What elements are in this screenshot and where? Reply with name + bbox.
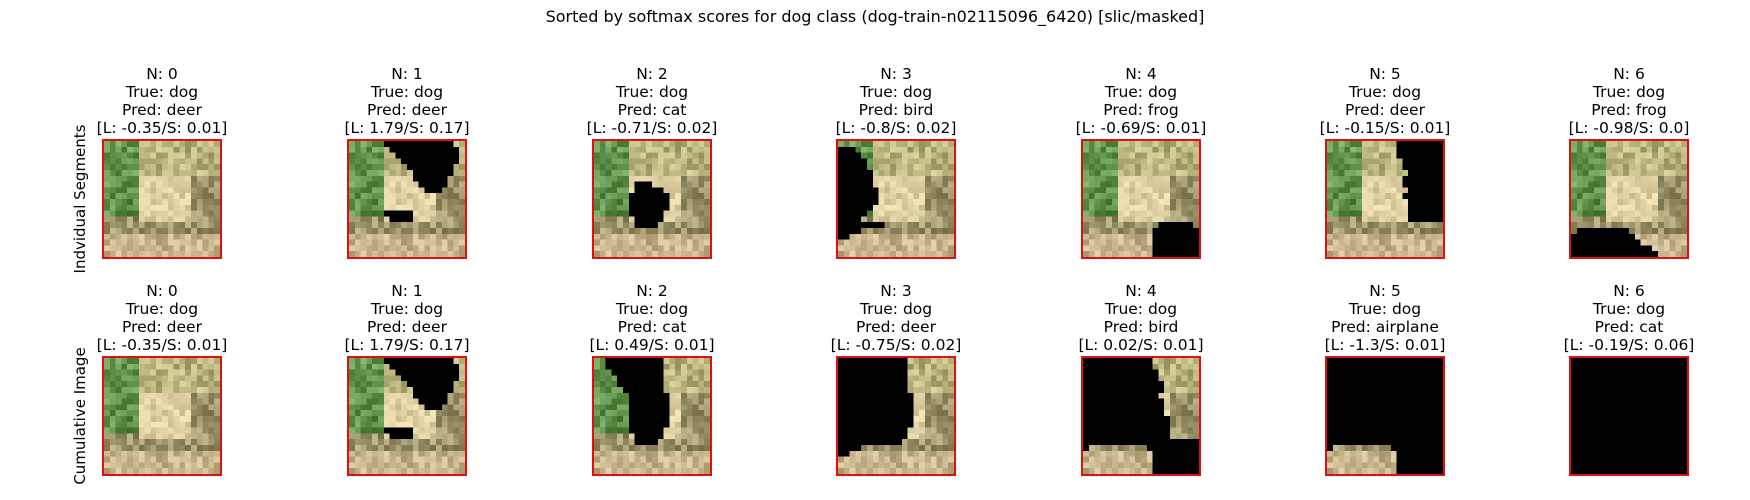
- tile-pred: Pred: deer: [1320, 101, 1451, 119]
- tile-score: [L: -0.98/S: 0.0]: [1569, 119, 1690, 137]
- tile-caption: N: 2 True: dog Pred: cat [L: -0.71/S: 0.02]: [532, 63, 772, 137]
- tile-n: N: 2: [589, 282, 714, 300]
- segment-image: [592, 139, 712, 259]
- tile-true-label: True: dog: [831, 300, 962, 318]
- tile-score: [L: -0.19/S: 0.06]: [1564, 336, 1695, 354]
- segment-image: [347, 356, 467, 476]
- tile-true-label: True: dog: [1076, 83, 1207, 101]
- tile-caption: N: 5 True: dog Pred: airplane [L: -1.3/S: 0…: [1265, 280, 1505, 354]
- segment-image: [1569, 356, 1689, 476]
- segment-image: [1325, 356, 1445, 476]
- tile-score: [L: -0.35/S: 0.01]: [97, 336, 228, 354]
- tile-caption: N: 3 True: dog Pred: bird [L: -0.8/S: 0.02]: [776, 63, 1016, 137]
- tile-score: [L: 1.79/S: 0.17]: [344, 336, 469, 354]
- tile-caption: N: 4 True: dog Pred: bird [L: 0.02/S: 0.01]: [1021, 280, 1261, 354]
- tile-score: [L: -0.71/S: 0.02]: [587, 119, 718, 137]
- tile-true-label: True: dog: [344, 300, 469, 318]
- tile-score: [L: -0.75/S: 0.02]: [831, 336, 962, 354]
- tile-score: [L: -0.8/S: 0.02]: [836, 119, 957, 137]
- tile-true-label: True: dog: [1320, 83, 1451, 101]
- tile-score: [L: 0.02/S: 0.01]: [1078, 336, 1203, 354]
- tile-pred: Pred: cat: [1564, 318, 1695, 336]
- tile-n: N: 0: [97, 282, 228, 300]
- tile-n: N: 6: [1569, 65, 1690, 83]
- tile-pred: Pred: deer: [97, 101, 228, 119]
- tile-true-label: True: dog: [97, 83, 228, 101]
- tile-true-label: True: dog: [1078, 300, 1203, 318]
- tile-score: [L: 1.79/S: 0.17]: [344, 119, 469, 137]
- tile-n: N: 1: [344, 65, 469, 83]
- segment-image: [592, 356, 712, 476]
- tile-true-label: True: dog: [97, 300, 228, 318]
- segment-image: [1081, 139, 1201, 259]
- tile-n: N: 5: [1320, 65, 1451, 83]
- tile-true-label: True: dog: [836, 83, 957, 101]
- tile-caption: N: 4 True: dog Pred: frog [L: -0.69/S: 0.01…: [1021, 63, 1261, 137]
- segment-image: [836, 356, 956, 476]
- tile-pred: Pred: frog: [1076, 101, 1207, 119]
- tile-caption: N: 0 True: dog Pred: deer [L: -0.35/S: 0.01…: [42, 63, 282, 137]
- tile-caption: N: 0 True: dog Pred: deer [L: -0.35/S: 0.01…: [42, 280, 282, 354]
- tile-pred: Pred: bird: [1078, 318, 1203, 336]
- tile-pred: Pred: deer: [344, 318, 469, 336]
- tile-caption: N: 1 True: dog Pred: deer [L: 1.79/S: 0.17]: [287, 63, 527, 137]
- tile-pred: Pred: bird: [836, 101, 957, 119]
- tile-n: N: 1: [344, 282, 469, 300]
- tile-caption: N: 2 True: dog Pred: cat [L: 0.49/S: 0.01]: [532, 280, 772, 354]
- tile-pred: Pred: cat: [587, 101, 718, 119]
- tile-caption: N: 3 True: dog Pred: deer [L: -0.75/S: 0.02…: [776, 280, 1016, 354]
- tile-caption: N: 1 True: dog Pred: deer [L: 1.79/S: 0.17]: [287, 280, 527, 354]
- tile-score: [L: -0.69/S: 0.01]: [1076, 119, 1207, 137]
- tile-n: N: 3: [831, 282, 962, 300]
- segment-image: [1569, 139, 1689, 259]
- tile-pred: Pred: deer: [344, 101, 469, 119]
- tile-true-label: True: dog: [587, 83, 718, 101]
- tile-n: N: 6: [1564, 282, 1695, 300]
- tile-pred: Pred: cat: [589, 318, 714, 336]
- tile-true-label: True: dog: [1325, 300, 1446, 318]
- tile-n: N: 2: [587, 65, 718, 83]
- segment-image: [1325, 139, 1445, 259]
- tile-pred: Pred: deer: [97, 318, 228, 336]
- segment-image: [1081, 356, 1201, 476]
- tile-score: [L: -0.15/S: 0.01]: [1320, 119, 1451, 137]
- tile-pred: Pred: deer: [831, 318, 962, 336]
- segment-image: [836, 139, 956, 259]
- row-label-individual-segments: Indvidual Segments: [71, 125, 89, 274]
- tile-n: N: 4: [1078, 282, 1203, 300]
- tile-true-label: True: dog: [589, 300, 714, 318]
- tile-n: N: 4: [1076, 65, 1207, 83]
- tile-score: [L: -0.35/S: 0.01]: [97, 119, 228, 137]
- figure-title: Sorted by softmax scores for dog class (…: [0, 7, 1750, 27]
- tile-caption: N: 5 True: dog Pred: deer [L: -0.15/S: 0.01…: [1265, 63, 1505, 137]
- segment-image: [347, 139, 467, 259]
- tile-caption: N: 6 True: dog Pred: frog [L: -0.98/S: 0.0]: [1509, 63, 1749, 137]
- segment-image: [102, 356, 222, 476]
- tile-caption: N: 6 True: dog Pred: cat [L: -0.19/S: 0.06]: [1509, 280, 1749, 354]
- tile-n: N: 0: [97, 65, 228, 83]
- tile-score: [L: 0.49/S: 0.01]: [589, 336, 714, 354]
- tile-score: [L: -1.3/S: 0.01]: [1325, 336, 1446, 354]
- segment-image: [102, 139, 222, 259]
- tile-n: N: 5: [1325, 282, 1446, 300]
- tile-n: N: 3: [836, 65, 957, 83]
- tile-true-label: True: dog: [1569, 83, 1690, 101]
- row-label-cumulative-image: Cumulative Image: [71, 347, 89, 484]
- tile-true-label: True: dog: [344, 83, 469, 101]
- tile-pred: Pred: airplane: [1325, 318, 1446, 336]
- tile-true-label: True: dog: [1564, 300, 1695, 318]
- tile-pred: Pred: frog: [1569, 101, 1690, 119]
